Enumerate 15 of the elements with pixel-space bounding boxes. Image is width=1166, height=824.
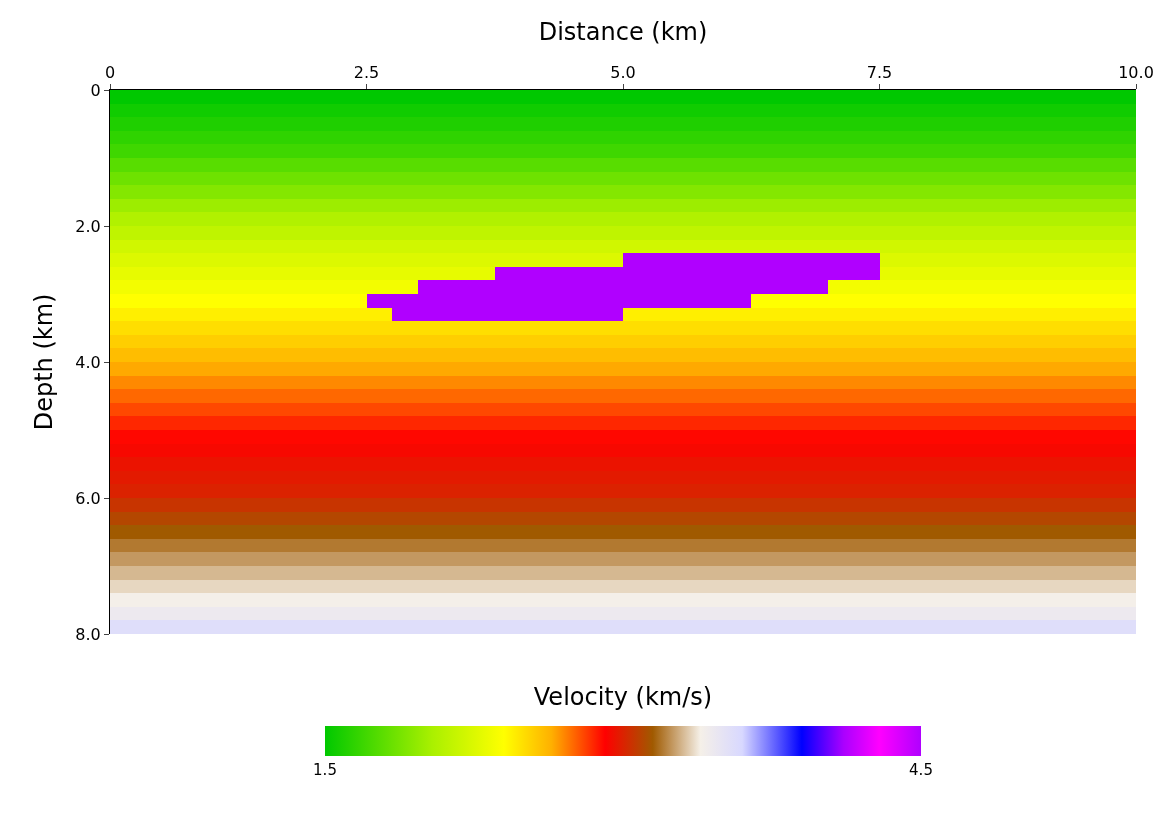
color-bar-label: 4.5 [909, 760, 933, 779]
color-bar-label: 1.5 [313, 760, 337, 779]
y-axis-title: Depth (km) [30, 293, 59, 431]
y-tick-label: 6.0 [75, 488, 101, 508]
y-tick-label: 8.0 [75, 624, 101, 644]
x-tick-label: 7.5 [866, 62, 893, 82]
y-tick-label: 4.0 [75, 352, 101, 372]
x-tick-label: 0 [104, 62, 116, 82]
x-axis-title: Distance (km) [538, 17, 708, 46]
y-tick-label: 0 [90, 80, 101, 100]
x-tick-label: 5.0 [610, 62, 636, 82]
x-tick-label: 2.5 [353, 62, 380, 82]
color-bar-title: Velocity (km/s) [533, 683, 713, 712]
x-tick-label: 10.0 [1118, 62, 1154, 82]
y-tick-label: 2.0 [75, 216, 101, 236]
